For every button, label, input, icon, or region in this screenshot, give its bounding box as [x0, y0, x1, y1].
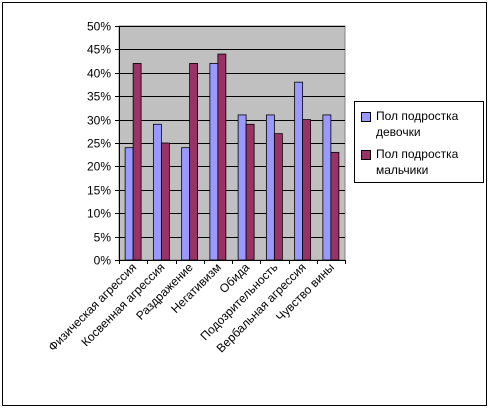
bar-girls	[152, 123, 162, 261]
bar-girls	[237, 114, 247, 261]
y-tick-label: 35%	[87, 90, 111, 104]
bar-girls	[294, 81, 304, 261]
bar-boys	[330, 151, 340, 261]
bar-girls	[322, 114, 332, 261]
y-tick-label: 15%	[87, 184, 111, 198]
y-tick-label: 0%	[94, 254, 112, 268]
legend-label-boys: Пол подростка мальчики	[376, 147, 459, 177]
bar-boys	[132, 63, 142, 261]
bar-boys	[245, 123, 255, 261]
bar-boys	[217, 53, 227, 261]
legend-item-boys: Пол подростка мальчики	[361, 146, 482, 178]
bar-girls	[209, 63, 219, 261]
legend-swatch-girls	[361, 112, 371, 122]
y-tick-label: 20%	[87, 160, 111, 174]
bar-girls	[265, 114, 275, 261]
legend-swatch-boys	[361, 150, 371, 160]
y-tick-label: 5%	[94, 231, 112, 245]
y-tick-label: 30%	[87, 114, 111, 128]
y-tick-label: 10%	[87, 207, 111, 221]
y-axis-ticks: 0% 5% 10% 15% 20% 25% 30% 35% 40% 45% 50%	[87, 20, 120, 268]
bar-girls	[124, 147, 134, 261]
legend-item-girls: Пол подростка девочки	[361, 108, 482, 140]
y-tick-label: 40%	[87, 67, 111, 81]
bar-boys	[160, 142, 170, 261]
legend: Пол подростка девочки Пол подростка маль…	[354, 101, 484, 183]
y-tick-label: 50%	[87, 20, 111, 34]
bar-boys	[189, 63, 199, 261]
bar-girls	[181, 147, 191, 261]
y-tick-label: 25%	[87, 137, 111, 151]
y-tick-label: 45%	[87, 43, 111, 57]
legend-label-girls: Пол подростка девочки	[376, 109, 459, 139]
bar-boys	[302, 119, 312, 261]
bar-boys	[273, 133, 283, 261]
